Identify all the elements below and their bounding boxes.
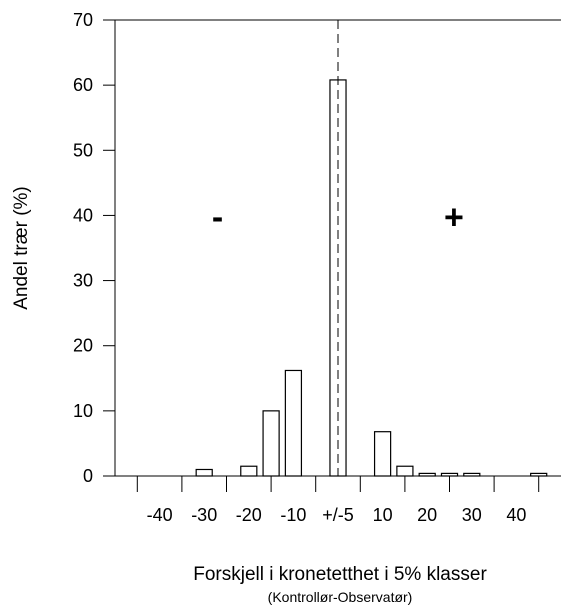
y-tick-label: 20: [73, 336, 93, 356]
bar: [195, 468, 213, 477]
bar: [463, 472, 481, 477]
y-axis-ticks: 0 10 20 30 40 50 60 70: [73, 10, 115, 486]
y-tick-label: 10: [73, 401, 93, 421]
x-axis-sublabel: (Kontrollør-Observatør): [268, 589, 413, 605]
x-tick-label: 10: [373, 505, 393, 525]
bar: [418, 472, 436, 477]
x-tick-label: 40: [506, 505, 526, 525]
x-tick-label: 20: [417, 505, 437, 525]
y-tick-label: 60: [73, 75, 93, 95]
bars: [195, 20, 548, 477]
sign-annotation: +: [444, 198, 464, 236]
y-tick-label: 40: [73, 205, 93, 225]
sign-annotation: -: [212, 198, 223, 236]
bar: [396, 465, 414, 477]
x-tick-label: -10: [280, 505, 306, 525]
x-tick-label: +/-5: [322, 505, 354, 525]
bar: [240, 465, 258, 477]
y-tick-label: 50: [73, 140, 93, 160]
x-tick-label: -20: [236, 505, 262, 525]
annotations: - +: [212, 198, 464, 236]
y-tick-label: 30: [73, 271, 93, 291]
y-tick-label: 70: [73, 10, 93, 30]
x-axis-ticks: -40 -30 -20 -10 +/-5 10 20 30 40: [136, 476, 540, 525]
y-axis-label: Andel trær (%): [11, 186, 32, 310]
bar: [440, 472, 459, 477]
bar: [530, 472, 548, 477]
x-tick-label: -40: [147, 505, 173, 525]
bar: [373, 431, 392, 477]
x-tick-label: -30: [191, 505, 217, 525]
x-axis-label: Forskjell i kronetetthet i 5% klasser: [193, 564, 487, 585]
bar: [262, 410, 280, 477]
x-tick-label: 30: [462, 505, 482, 525]
y-tick-label: 0: [83, 466, 93, 486]
bar: [284, 369, 303, 477]
